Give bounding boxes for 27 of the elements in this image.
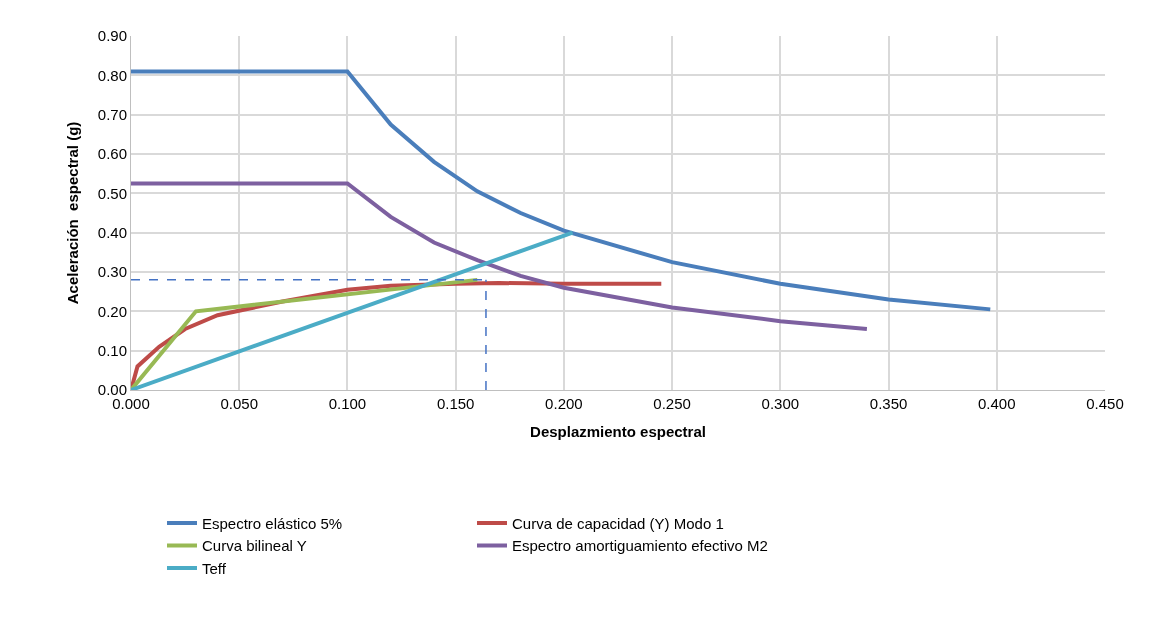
x-tick-label: 0.150 — [436, 395, 475, 412]
x-tick-label: 0.400 — [978, 395, 1016, 412]
legend-label: Curva bilineal Y — [202, 537, 307, 555]
y-tick-label: 0.80 — [97, 66, 127, 84]
legend-label: Curva de capacidad (Y) Modo 1 — [512, 514, 724, 532]
line-series — [131, 181, 869, 332]
y-axis-title: Aceleración espectral (g) — [64, 121, 82, 305]
x-tick-label: 0.300 — [761, 395, 800, 412]
x-tick-label: 0.100 — [328, 395, 367, 412]
x-tick-label: 0.450 — [1086, 395, 1124, 412]
x-axis-title: Desplazmiento espectral — [530, 423, 706, 440]
y-tick-label: 0.20 — [97, 302, 127, 320]
y-tick-label: 0.10 — [97, 341, 127, 359]
x-tick-label: 0.200 — [545, 395, 583, 412]
line-series — [131, 69, 993, 312]
x-tick-label: 0.350 — [869, 395, 908, 412]
legend-label: Espectro amortiguamiento efectivo M2 — [512, 537, 768, 555]
x-tick-label: 0.250 — [653, 395, 691, 412]
legend-label: Espectro elástico 5% — [202, 514, 343, 532]
y-tick-label: 0.70 — [97, 105, 127, 123]
y-tick-label: 0.60 — [97, 145, 127, 163]
y-tick-label: 0.50 — [97, 184, 127, 202]
legend-label: Teff — [202, 559, 227, 577]
y-tick-label: 0.40 — [97, 223, 127, 241]
y-tick-label: 0.30 — [97, 263, 127, 281]
y-tick-label: 0.90 — [97, 27, 127, 45]
x-tick-label: 0.050 — [220, 395, 258, 412]
